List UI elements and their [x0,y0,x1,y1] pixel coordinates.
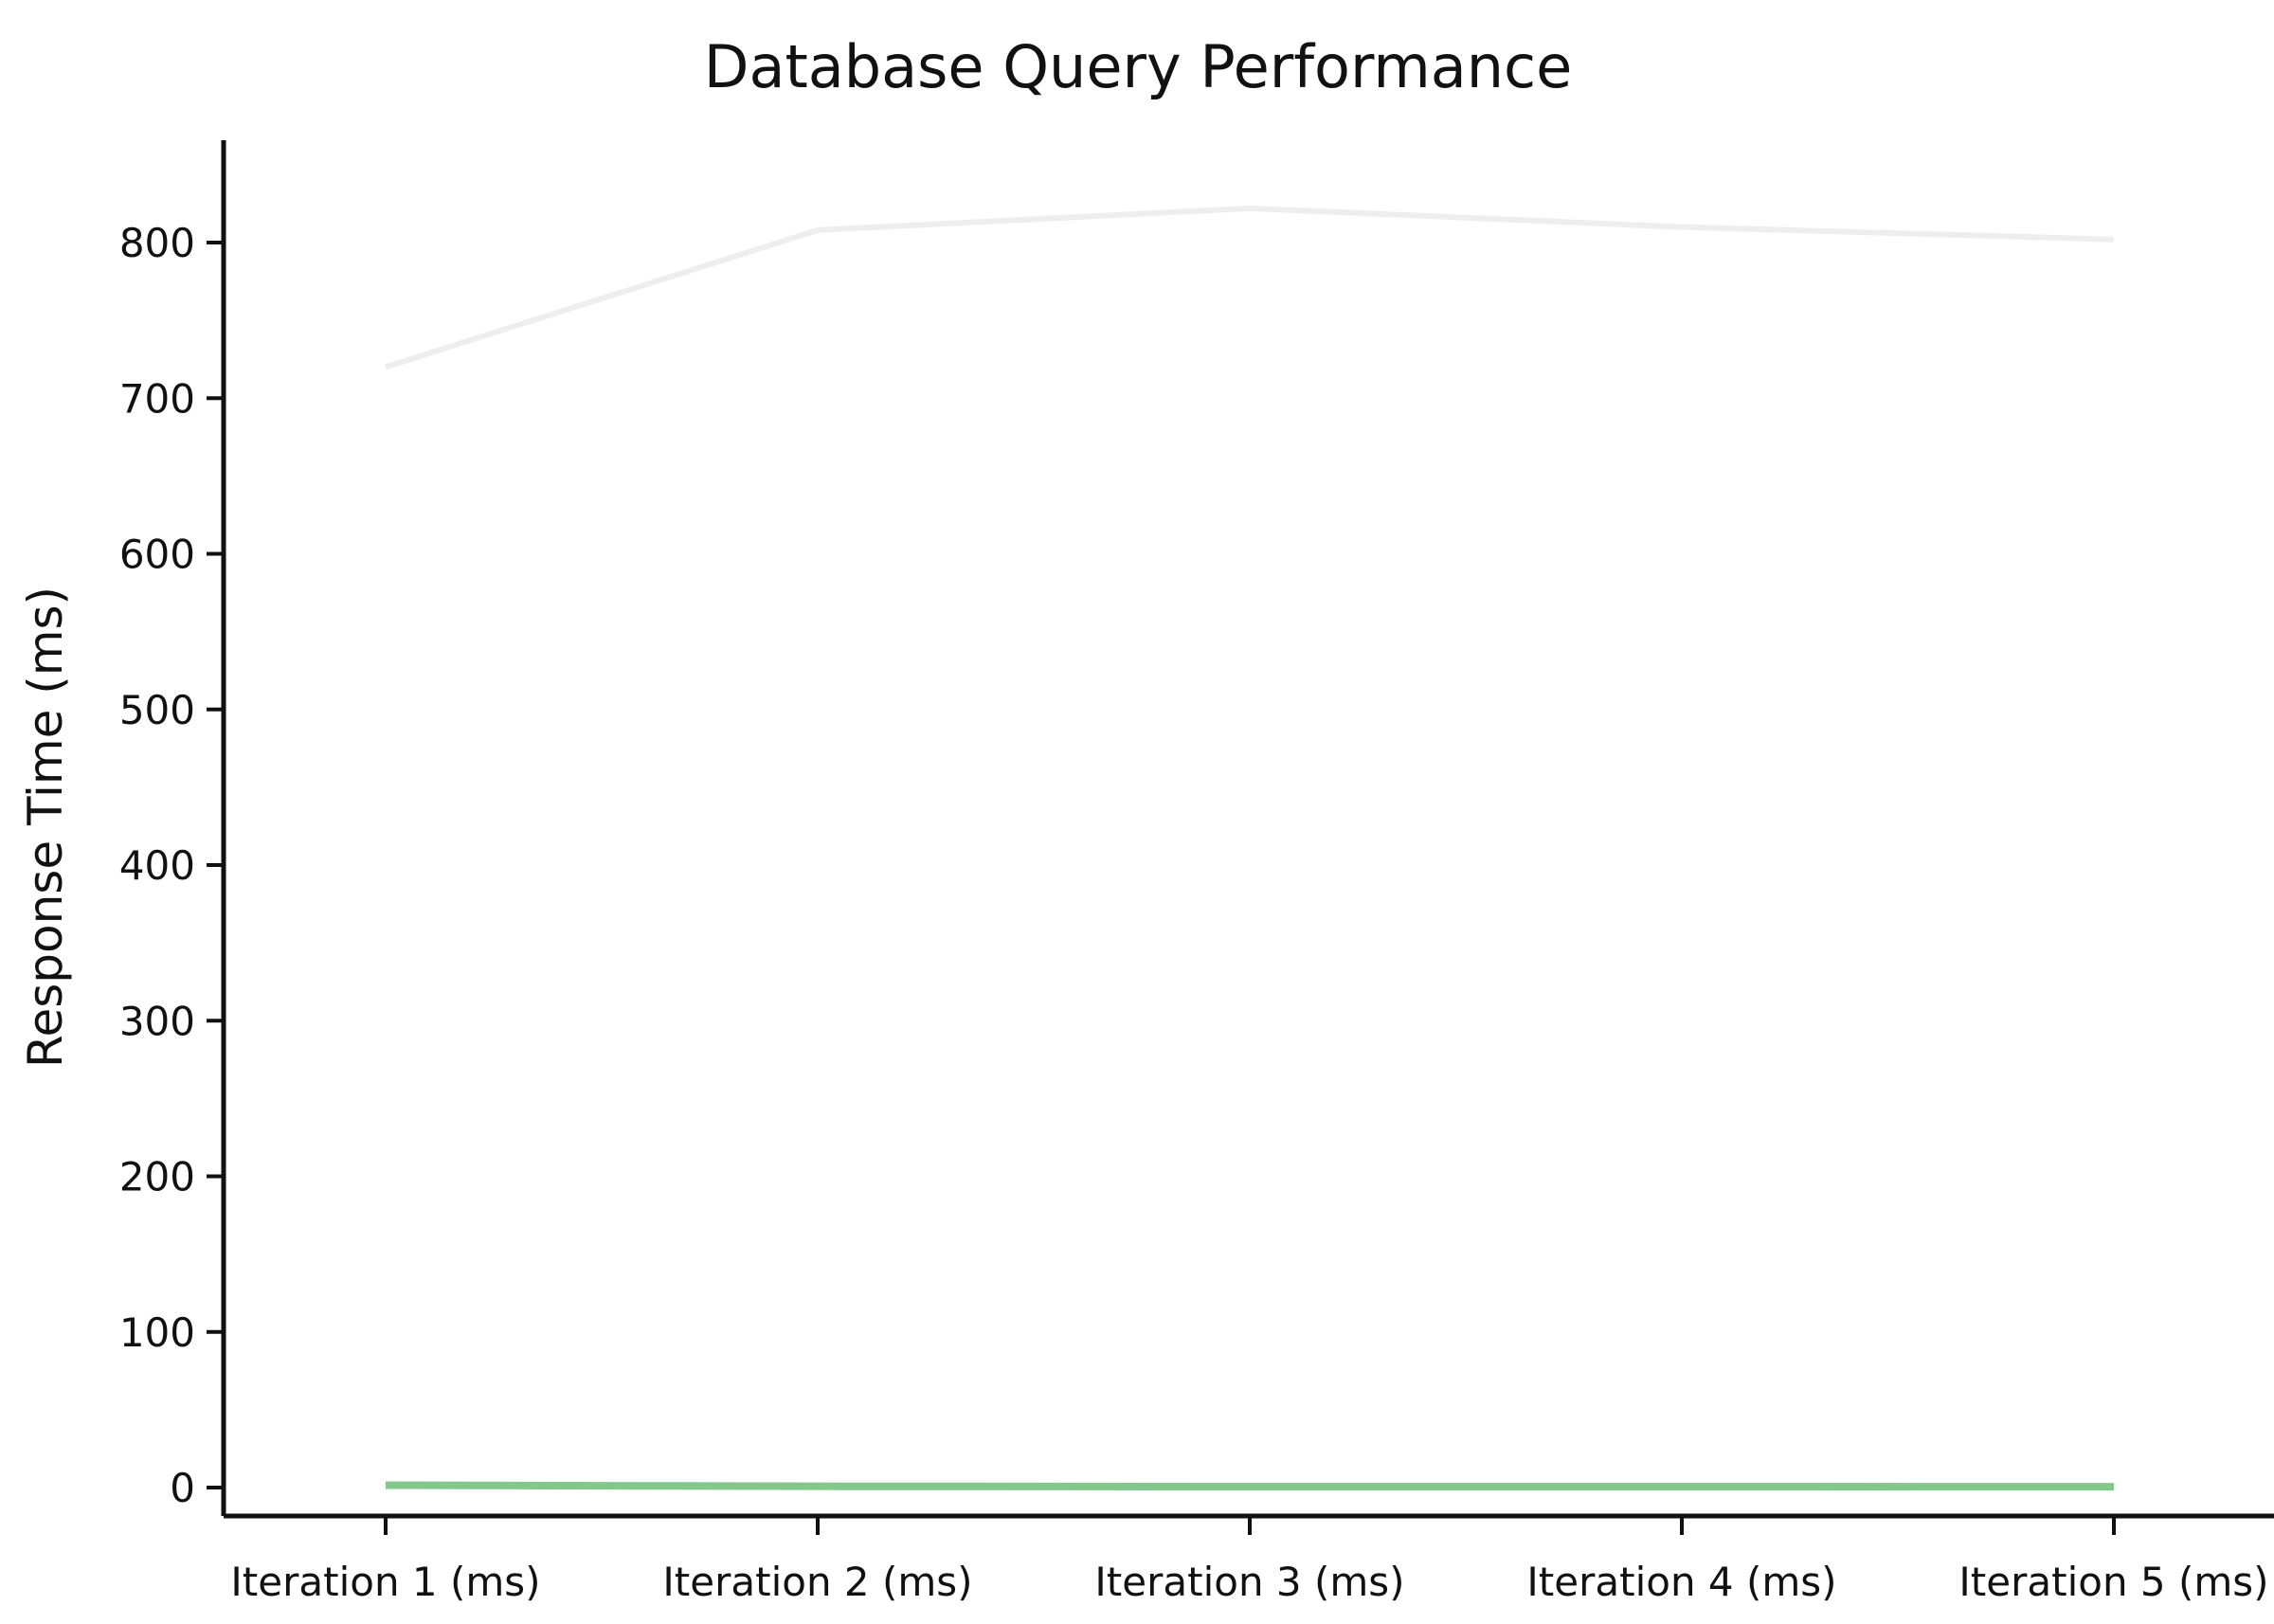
x-tick-label: Iteration 1 (ms) [230,1559,540,1605]
y-tick-label: 600 [119,532,195,578]
x-tick-label: Iteration 5 (ms) [1958,1559,2268,1605]
y-tick-label: 500 [119,687,195,733]
y-axis-ticks: 0 100 200 300 400 500 600 700 800 [119,220,224,1511]
series-line-2 [385,1481,2115,1491]
y-tick-label: 300 [119,998,195,1044]
chart-title: Database Query Performance [704,32,1573,101]
y-tick-label: 100 [119,1309,195,1356]
y-axis-label: Response Time (ms) [18,586,73,1068]
x-tick-label: Iteration 3 (ms) [1094,1559,1404,1605]
y-tick-label: 0 [170,1465,195,1511]
series-line-1 [385,205,2115,370]
y-tick-label: 400 [119,842,195,889]
x-axis-ticks: Iteration 1 (ms) Iteration 2 (ms) Iteratio… [230,1516,2269,1605]
series-layer [385,205,2115,1491]
y-tick-label: 700 [119,375,195,422]
y-tick-label: 200 [119,1154,195,1200]
x-tick-label: Iteration 2 (ms) [662,1559,972,1605]
x-tick-label: Iteration 4 (ms) [1526,1559,1836,1605]
y-tick-label: 800 [119,220,195,266]
